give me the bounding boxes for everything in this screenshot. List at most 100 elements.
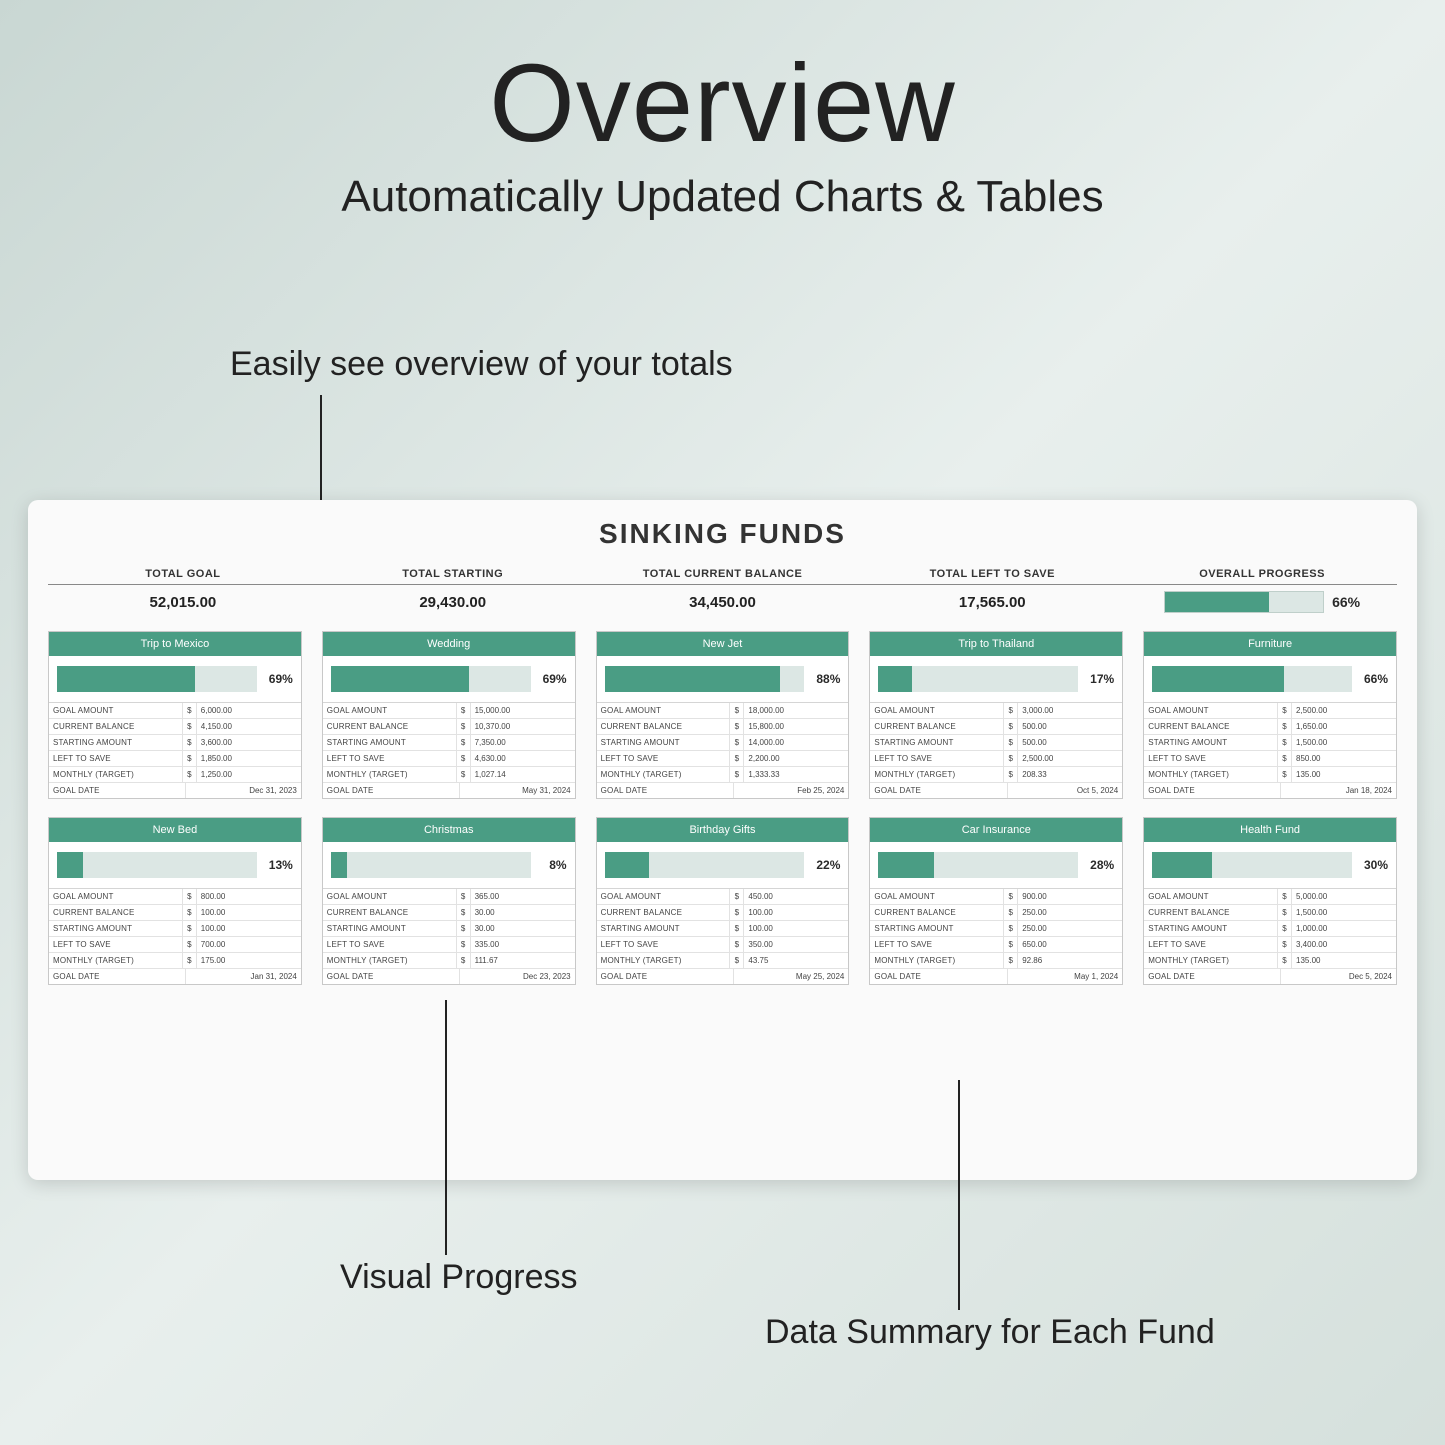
fund-progress: 13% <box>49 842 301 889</box>
totals-header: OVERALL PROGRESS <box>1127 568 1397 580</box>
fund-detail-row: CURRENT BALANCE$250.00 <box>870 904 1122 920</box>
fund-row-currency: $ <box>457 719 471 734</box>
fund-row-label: MONTHLY (TARGET) <box>597 953 731 968</box>
fund-row-label: CURRENT BALANCE <box>870 905 1004 920</box>
fund-progress-bar <box>878 666 1078 692</box>
fund-detail-row: STARTING AMOUNT$100.00 <box>49 920 301 936</box>
overall-progress-cell: 66% <box>1127 591 1397 613</box>
fund-row-amount: 1,027.14 <box>471 767 575 782</box>
fund-row-label: STARTING AMOUNT <box>597 921 731 936</box>
fund-row-currency: $ <box>730 953 744 968</box>
fund-row-date: May 25, 2024 <box>734 969 849 984</box>
annotation-summary-line <box>958 1080 960 1310</box>
fund-detail-row: STARTING AMOUNT$14,000.00 <box>597 734 849 750</box>
overall-progress-pct: 66% <box>1332 594 1360 610</box>
fund-card: Health Fund30%GOAL AMOUNT$5,000.00CURREN… <box>1143 817 1397 985</box>
total-goal-value: 52,015.00 <box>48 594 318 611</box>
fund-row-currency: $ <box>730 921 744 936</box>
fund-row-label: GOAL DATE <box>323 783 460 798</box>
fund-row-currency: $ <box>457 921 471 936</box>
fund-row-currency: $ <box>1004 953 1018 968</box>
totals-values-row: 52,015.00 29,430.00 34,450.00 17,565.00 … <box>48 591 1397 613</box>
fund-detail-row: STARTING AMOUNT$1,500.00 <box>1144 734 1396 750</box>
fund-card: Trip to Mexico69%GOAL AMOUNT$6,000.00CUR… <box>48 631 302 799</box>
fund-row-amount: 30.00 <box>471 905 575 920</box>
fund-detail-row: GOAL DATEFeb 25, 2024 <box>597 782 849 798</box>
fund-row-amount: 30.00 <box>471 921 575 936</box>
fund-row-amount: 365.00 <box>471 889 575 904</box>
fund-row-amount: 43.75 <box>744 953 848 968</box>
fund-card-header: Health Fund <box>1144 818 1396 842</box>
fund-detail-row: LEFT TO SAVE$2,200.00 <box>597 750 849 766</box>
fund-progress-fill <box>1152 666 1284 692</box>
fund-progress-bar <box>57 852 257 878</box>
fund-row-amount: 92.86 <box>1018 953 1122 968</box>
fund-row-label: CURRENT BALANCE <box>323 905 457 920</box>
fund-progress-pct: 17% <box>1084 672 1114 686</box>
fund-row-amount: 18,000.00 <box>744 703 848 718</box>
fund-row-label: MONTHLY (TARGET) <box>870 767 1004 782</box>
fund-row-date: Dec 23, 2023 <box>460 969 575 984</box>
fund-row-currency: $ <box>1004 921 1018 936</box>
fund-row-date: May 31, 2024 <box>460 783 575 798</box>
fund-detail-row: LEFT TO SAVE$700.00 <box>49 936 301 952</box>
annotation-top: Easily see overview of your totals <box>230 345 733 384</box>
fund-row-currency: $ <box>183 735 197 750</box>
fund-row-currency: $ <box>1004 735 1018 750</box>
fund-detail-row: STARTING AMOUNT$250.00 <box>870 920 1122 936</box>
fund-row-currency: $ <box>183 889 197 904</box>
fund-row-amount: 14,000.00 <box>744 735 848 750</box>
fund-row-label: LEFT TO SAVE <box>49 937 183 952</box>
fund-detail-rows: GOAL AMOUNT$900.00CURRENT BALANCE$250.00… <box>870 889 1122 984</box>
fund-row-amount: 4,630.00 <box>471 751 575 766</box>
fund-row-amount: 15,000.00 <box>471 703 575 718</box>
fund-row-amount: 7,350.00 <box>471 735 575 750</box>
fund-row-amount: 4,150.00 <box>197 719 301 734</box>
fund-detail-row: LEFT TO SAVE$350.00 <box>597 936 849 952</box>
fund-row-amount: 500.00 <box>1018 735 1122 750</box>
totals-header: TOTAL CURRENT BALANCE <box>588 568 858 580</box>
fund-detail-row: CURRENT BALANCE$500.00 <box>870 718 1122 734</box>
fund-progress-pct: 69% <box>537 672 567 686</box>
overall-progress-fill <box>1165 592 1269 612</box>
fund-row-date: Dec 31, 2023 <box>186 783 301 798</box>
fund-progress-bar <box>1152 666 1352 692</box>
fund-detail-rows: GOAL AMOUNT$365.00CURRENT BALANCE$30.00S… <box>323 889 575 984</box>
fund-detail-row: STARTING AMOUNT$7,350.00 <box>323 734 575 750</box>
fund-progress-fill <box>331 666 469 692</box>
fund-row-amount: 135.00 <box>1292 953 1396 968</box>
fund-progress-bar <box>57 666 257 692</box>
fund-row-amount: 100.00 <box>197 905 301 920</box>
fund-row-amount: 1,000.00 <box>1292 921 1396 936</box>
fund-row-amount: 250.00 <box>1018 905 1122 920</box>
fund-row-amount: 175.00 <box>197 953 301 968</box>
fund-row-label: STARTING AMOUNT <box>323 735 457 750</box>
fund-progress-fill <box>331 852 347 878</box>
fund-row-currency: $ <box>1004 703 1018 718</box>
fund-row-amount: 208.33 <box>1018 767 1122 782</box>
fund-row-label: LEFT TO SAVE <box>1144 751 1278 766</box>
fund-row-currency: $ <box>457 751 471 766</box>
fund-detail-row: MONTHLY (TARGET)$175.00 <box>49 952 301 968</box>
fund-row-label: CURRENT BALANCE <box>49 905 183 920</box>
fund-card-header: New Jet <box>597 632 849 656</box>
fund-row-currency: $ <box>1278 735 1292 750</box>
fund-progress: 8% <box>323 842 575 889</box>
fund-detail-row: GOAL DATEMay 25, 2024 <box>597 968 849 984</box>
panel-title: SINKING FUNDS <box>48 518 1397 550</box>
fund-row-label: MONTHLY (TARGET) <box>1144 767 1278 782</box>
fund-row-currency: $ <box>183 953 197 968</box>
fund-row-currency: $ <box>1004 905 1018 920</box>
annotation-data-summary: Data Summary for Each Fund <box>765 1313 1215 1352</box>
fund-row-label: STARTING AMOUNT <box>1144 921 1278 936</box>
fund-row-label: MONTHLY (TARGET) <box>323 767 457 782</box>
fund-detail-rows: GOAL AMOUNT$15,000.00CURRENT BALANCE$10,… <box>323 703 575 798</box>
fund-progress-fill <box>1152 852 1212 878</box>
fund-row-amount: 6,000.00 <box>197 703 301 718</box>
annotation-visual-progress: Visual Progress <box>340 1258 578 1297</box>
fund-detail-row: LEFT TO SAVE$850.00 <box>1144 750 1396 766</box>
fund-progress: 66% <box>1144 656 1396 703</box>
fund-detail-row: STARTING AMOUNT$100.00 <box>597 920 849 936</box>
fund-row-label: GOAL AMOUNT <box>597 703 731 718</box>
fund-row-date: Dec 5, 2024 <box>1281 969 1396 984</box>
